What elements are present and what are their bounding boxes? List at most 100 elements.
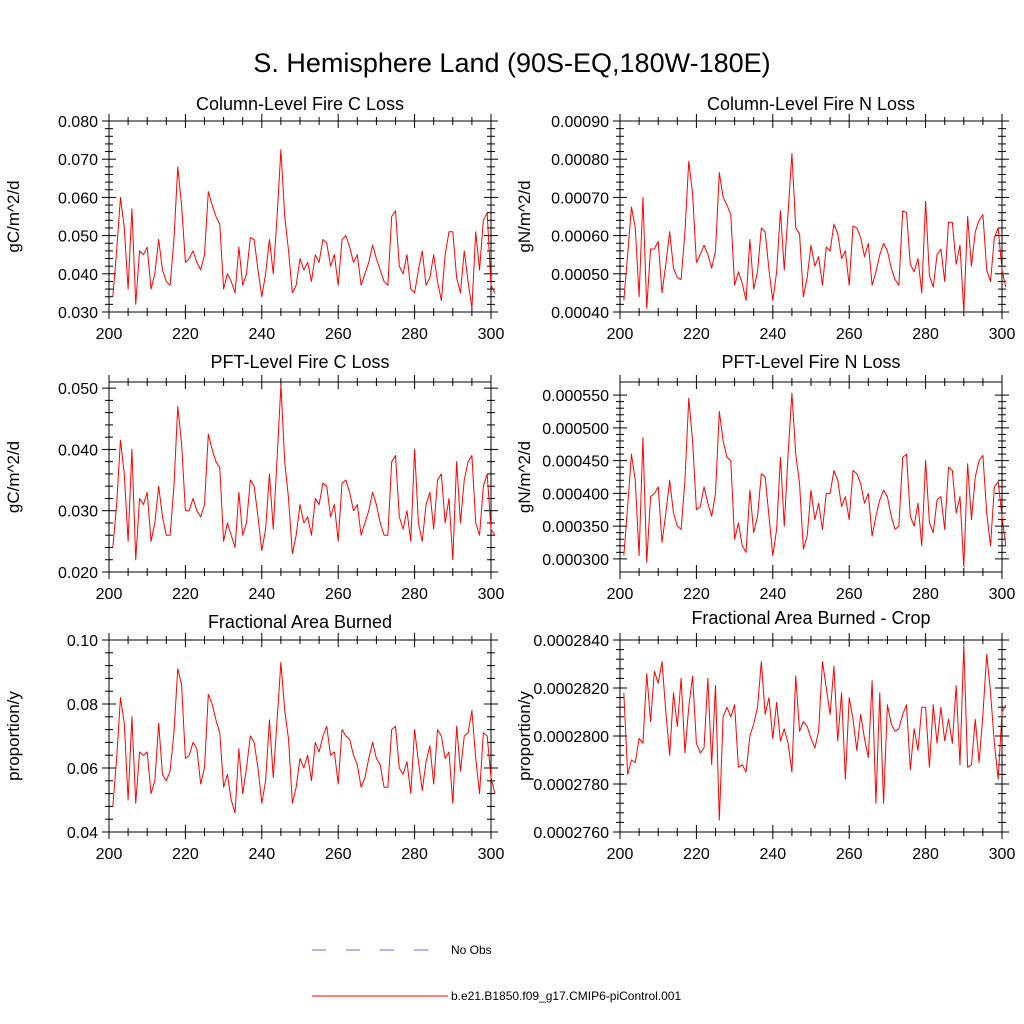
y-axis-label: proportion/y bbox=[4, 691, 23, 781]
series-line bbox=[112, 149, 496, 309]
chart-panel-5: Fractional Area Burned 200 220 240 260 280 300… bbox=[4, 612, 504, 863]
x-tick-label: 260 bbox=[325, 846, 352, 863]
y-tick-label: 0.000300 bbox=[542, 552, 609, 569]
x-tick-label: 280 bbox=[912, 326, 939, 343]
x-tick-label: 280 bbox=[401, 586, 428, 603]
y-tick-label: 0.050 bbox=[58, 229, 98, 246]
x-tick-label: 300 bbox=[478, 846, 505, 863]
y-tick-label: 0.10 bbox=[67, 633, 98, 650]
x-tick-label: 300 bbox=[989, 586, 1016, 603]
panel-title: Column-Level Fire N Loss bbox=[707, 94, 915, 114]
x-tick-label: 220 bbox=[683, 846, 710, 863]
x-tick-label: 200 bbox=[607, 846, 634, 863]
x-tick-label: 220 bbox=[172, 586, 199, 603]
y-tick-label: 0.00090 bbox=[551, 114, 609, 131]
x-tick-label: 240 bbox=[759, 846, 786, 863]
x-tick-label: 300 bbox=[989, 326, 1016, 343]
y-tick-label: 0.00040 bbox=[551, 305, 609, 322]
panel-title: Column-Level Fire C Loss bbox=[196, 94, 404, 114]
x-tick-label: 240 bbox=[759, 326, 786, 343]
y-tick-label: 0.040 bbox=[58, 442, 98, 459]
legend-label: No Obs bbox=[451, 943, 492, 957]
panel-title: Fractional Area Burned bbox=[208, 612, 392, 632]
y-tick-label: 0.0002820 bbox=[533, 681, 609, 698]
y-axis-label: gC/m^2/d bbox=[4, 180, 23, 252]
y-tick-label: 0.040 bbox=[58, 267, 98, 284]
x-tick-label: 260 bbox=[325, 586, 352, 603]
y-tick-label: 0.0002780 bbox=[533, 777, 609, 794]
y-tick-label: 0.0002800 bbox=[533, 729, 609, 746]
y-tick-label: 0.000400 bbox=[542, 486, 609, 503]
legend-entry-1: No Obs bbox=[312, 943, 492, 957]
main-title: S. Hemisphere Land (90S-EQ,180W-180E) bbox=[253, 48, 770, 78]
y-tick-label: 0.080 bbox=[58, 114, 98, 131]
y-axis-label: gN/m^2/d bbox=[515, 180, 534, 252]
series-line bbox=[112, 661, 496, 814]
x-tick-label: 300 bbox=[478, 326, 505, 343]
panel-title: Fractional Area Burned - Crop bbox=[691, 608, 930, 628]
x-tick-label: 280 bbox=[401, 846, 428, 863]
x-tick-label: 220 bbox=[172, 326, 199, 343]
plot-frame bbox=[108, 381, 492, 573]
x-tick-label: 280 bbox=[912, 846, 939, 863]
y-tick-label: 0.000550 bbox=[542, 388, 609, 405]
y-axis-label: proportion/y bbox=[515, 691, 534, 781]
legend-label: b.e21.B1850.f09_g17.CMIP6-piControl.001 bbox=[451, 989, 681, 1003]
chart-panel-3: PFT-Level Fire C Loss 200 220 240 260 280 300 0… bbox=[4, 352, 504, 603]
x-tick-label: 300 bbox=[478, 586, 505, 603]
x-tick-label: 280 bbox=[401, 326, 428, 343]
y-tick-label: 0.070 bbox=[58, 152, 98, 169]
series-line bbox=[623, 152, 1007, 313]
series-line bbox=[112, 384, 496, 561]
y-axis-label: gC/m^2/d bbox=[4, 441, 23, 513]
y-tick-label: 0.060 bbox=[58, 190, 98, 207]
panel-title: PFT-Level Fire C Loss bbox=[210, 352, 389, 372]
x-tick-label: 300 bbox=[989, 846, 1016, 863]
x-tick-label: 260 bbox=[836, 846, 863, 863]
y-tick-label: 0.0002760 bbox=[533, 825, 609, 842]
series-line bbox=[623, 392, 1007, 568]
y-axis-label: gN/m^2/d bbox=[515, 441, 534, 513]
plot-frame bbox=[619, 639, 1003, 833]
y-tick-label: 0.04 bbox=[67, 825, 98, 842]
y-tick-label: 0.06 bbox=[67, 761, 98, 778]
x-tick-label: 200 bbox=[96, 846, 123, 863]
x-tick-label: 200 bbox=[96, 586, 123, 603]
plot-frame bbox=[619, 381, 1003, 573]
y-tick-label: 0.000500 bbox=[542, 421, 609, 438]
y-tick-label: 0.000450 bbox=[542, 454, 609, 471]
y-tick-label: 0.020 bbox=[58, 565, 98, 582]
panels-group: Column-Level Fire C Loss 200 220 240 260 280 3… bbox=[4, 94, 1015, 863]
x-tick-label: 220 bbox=[683, 326, 710, 343]
y-tick-label: 0.08 bbox=[67, 697, 98, 714]
x-tick-label: 240 bbox=[248, 586, 275, 603]
y-tick-label: 0.0002840 bbox=[533, 633, 609, 650]
legend-entry-2: b.e21.B1850.f09_g17.CMIP6-piControl.001 bbox=[312, 989, 681, 1003]
y-tick-label: 0.00050 bbox=[551, 267, 609, 284]
x-tick-label: 260 bbox=[836, 326, 863, 343]
plot-frame bbox=[108, 639, 492, 833]
x-tick-label: 200 bbox=[607, 326, 634, 343]
x-tick-label: 260 bbox=[836, 586, 863, 603]
x-tick-label: 200 bbox=[607, 586, 634, 603]
x-tick-label: 260 bbox=[325, 326, 352, 343]
x-tick-label: 280 bbox=[912, 586, 939, 603]
chart-panel-4: PFT-Level Fire N Loss 200 220 240 260 280 300 0… bbox=[515, 352, 1015, 603]
series-line bbox=[623, 644, 1007, 821]
chart-panel-2: Column-Level Fire N Loss 200 220 240 260 280 3… bbox=[515, 94, 1015, 343]
x-tick-label: 240 bbox=[248, 846, 275, 863]
plot-frame bbox=[619, 120, 1003, 313]
y-tick-label: 0.00060 bbox=[551, 229, 609, 246]
legend: No Obs b.e21.B1850.f09_g17.CMIP6-piContro… bbox=[312, 943, 681, 1003]
y-tick-label: 0.030 bbox=[58, 305, 98, 322]
x-tick-label: 220 bbox=[172, 846, 199, 863]
x-tick-label: 200 bbox=[96, 326, 123, 343]
panel-title: PFT-Level Fire N Loss bbox=[721, 352, 900, 372]
y-tick-label: 0.000350 bbox=[542, 519, 609, 536]
y-tick-label: 0.00080 bbox=[551, 152, 609, 169]
x-tick-label: 220 bbox=[683, 586, 710, 603]
plot-frame bbox=[108, 120, 492, 313]
chart-panel-6: Fractional Area Burned - Crop 200 220 240 26… bbox=[515, 608, 1015, 863]
y-tick-label: 0.030 bbox=[58, 504, 98, 521]
